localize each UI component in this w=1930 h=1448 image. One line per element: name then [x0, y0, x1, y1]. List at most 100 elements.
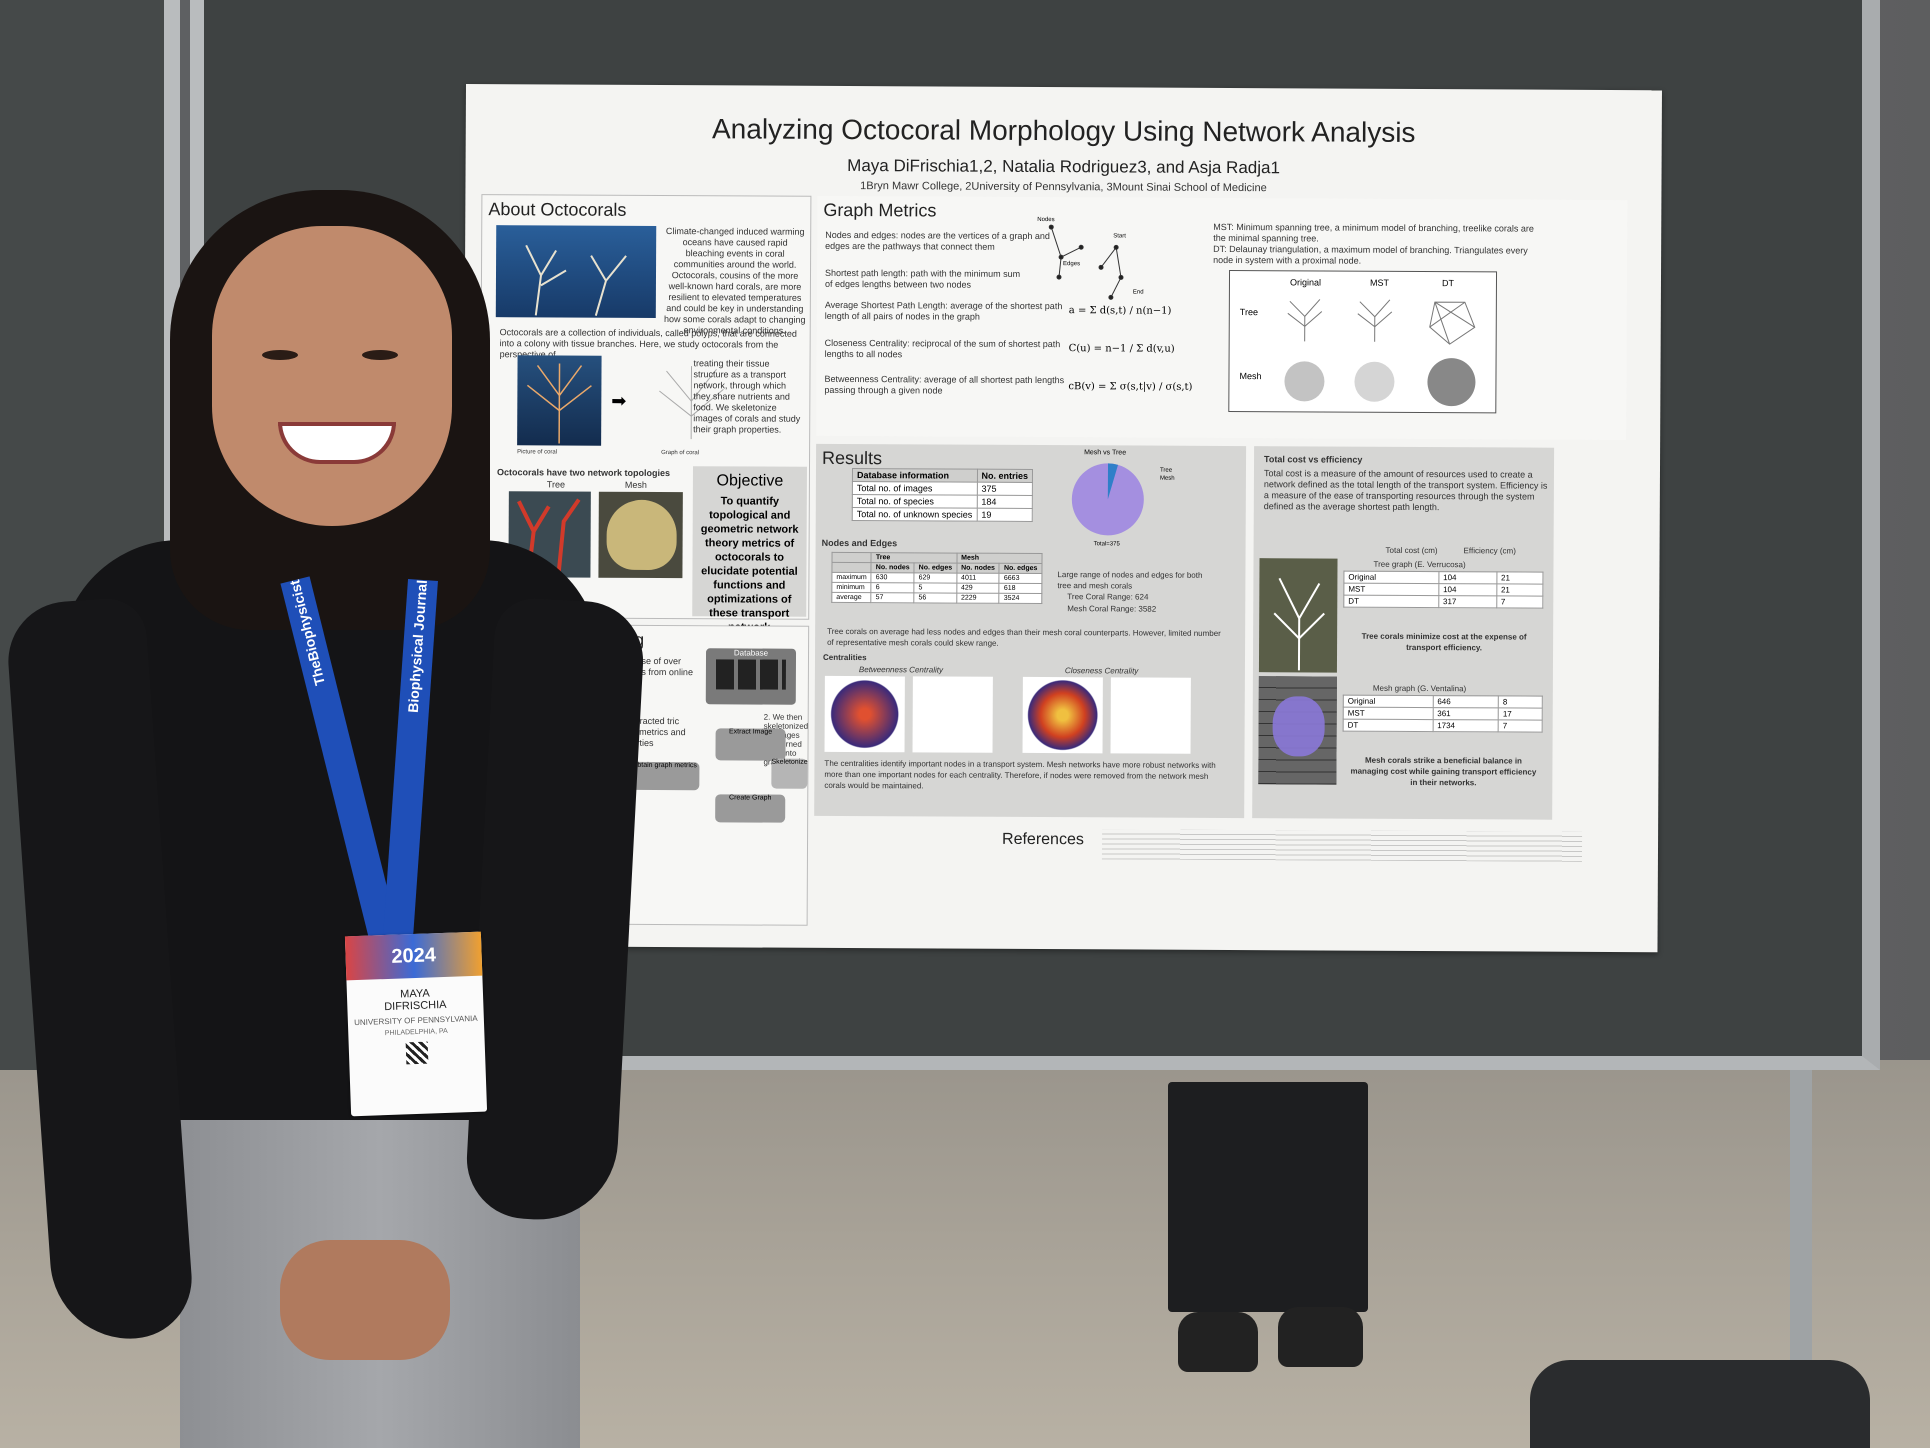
ne-cell: 5 [914, 582, 957, 594]
ne-header: No. edges [999, 563, 1042, 574]
topologies-heading: Octocorals have two network topologies [496, 467, 671, 479]
ne-header: No. edges [914, 562, 957, 574]
skeletonize-box: Skeletonize [771, 758, 808, 789]
ne-cell: 618 [999, 583, 1042, 594]
col-dt: DT [1441, 278, 1454, 289]
about-heading: About Octocorals [488, 199, 627, 220]
db-header-entries: No. entries [977, 469, 1033, 483]
tree-cost-table: Original 104 21 MST 104 21 DT 317 7 [1343, 571, 1543, 609]
presenter-face [212, 226, 452, 526]
cost-cell: 104 [1438, 571, 1497, 584]
db-row-label: Total no. of species [852, 494, 977, 509]
centralities-note: The centralities identify important node… [824, 758, 1216, 791]
cost-cell: 21 [1496, 583, 1543, 597]
nodes-edges-table: Tree Mesh No. nodes No. edges No. nodes No. … [831, 552, 1042, 604]
mesh-cost-note: Mesh corals strike a beneficial balance … [1350, 755, 1537, 788]
references-text-block [1101, 829, 1583, 862]
obtain-metrics-box: Obtain graph metrics [629, 761, 700, 791]
row-tree: Tree [1239, 307, 1259, 318]
cost-cell: 361 [1432, 707, 1499, 720]
coral-fan-icon [526, 363, 592, 444]
cost-header-total: Total cost (cm) [1385, 545, 1438, 556]
ne-cell: 429 [956, 583, 1000, 594]
left-eye [262, 350, 298, 360]
coral-branches-icon [525, 244, 627, 316]
database-box: Database [705, 648, 797, 705]
graph-metrics-panel: Graph Metrics Nodes and edges: nodes are… [816, 195, 1628, 441]
cost-efficiency-panel: Total cost vs efficiency Total cost is a… [1252, 446, 1555, 820]
tree-cost-note: Tree corals minimize cost at the expense… [1361, 631, 1527, 653]
tree-label: Tree [546, 479, 566, 490]
ne-cell: 629 [914, 572, 957, 584]
mesh-coral-photo [598, 491, 683, 579]
poster-authors: Maya DiFrischia1,2, Natalia Rodriguez3, … [847, 155, 1281, 178]
tree-coral-image [1258, 558, 1338, 673]
objective-panel: Objective To quantify topological and ge… [692, 466, 808, 634]
mesh-graph-title: Mesh graph (G. Ventalina) [1372, 683, 1467, 694]
badge-qr-code [405, 1041, 429, 1065]
pie-legend-mesh: Mesh [1159, 475, 1175, 482]
centralities-heading: Centralities [822, 652, 867, 663]
cost-cell: 7 [1496, 595, 1543, 609]
results-panel: Results Database information No. entries … [814, 443, 1247, 819]
cost-cell: 104 [1438, 583, 1497, 596]
caption-picture: Picture of coral [517, 449, 558, 456]
ne-group-tree: Tree [871, 552, 957, 564]
cost-cell: 7 [1498, 719, 1543, 733]
ne-header: No. nodes [956, 563, 1000, 574]
metric-avg-shortest-path: Average Shortest Path Length: average of… [824, 299, 1063, 322]
closeness-mesh-plot [1022, 676, 1103, 754]
presenter-hands [280, 1240, 450, 1360]
cost-cell: DT [1343, 719, 1433, 732]
db-row-label: Total no. of unknown species [852, 507, 977, 522]
coral-ocean-photo [495, 225, 657, 318]
tree-graph-title: Tree graph (E. Verrucosa) [1373, 559, 1466, 570]
about-text-1: Climate-changed induced warming oceans h… [663, 226, 806, 336]
closeness-tree-plot [1110, 677, 1191, 754]
cost-cell: 8 [1498, 695, 1543, 709]
formula-closeness: C(u) = n−1 / Σ d(v,u) [1068, 343, 1175, 355]
ne-cell: 56 [913, 592, 957, 604]
ne-cell: 6 [871, 582, 915, 593]
ne-group-mesh: Mesh [956, 553, 1042, 564]
pie-title: Mesh vs Tree [1084, 449, 1127, 457]
coral-skeleton-icon [659, 366, 724, 440]
badge-year: 2024 [344, 931, 483, 981]
db-row-value: 184 [976, 495, 1033, 509]
metric-betweenness: Betweenness Centrality: average of all s… [824, 373, 1065, 396]
cost-cell: Original [1343, 571, 1439, 584]
ne-cell: 4011 [956, 573, 1000, 584]
mesh-coral-image [1258, 676, 1337, 785]
smile [278, 422, 396, 464]
person-behind-board [1168, 1082, 1368, 1382]
pie-legend-tree: Tree [1159, 467, 1173, 474]
cost-cell: 21 [1496, 571, 1543, 585]
cost-header-efficiency: Efficiency (cm) [1463, 546, 1516, 556]
mesh-label: Mesh [624, 479, 647, 490]
range-text: Large range of nodes and edges for both … [1057, 570, 1203, 591]
cost-cell: Original [1343, 695, 1433, 708]
ne-cell: 3524 [999, 593, 1042, 604]
closeness-label: Closeness Centrality [1064, 666, 1139, 676]
nodes-edges-heading: Nodes and Edges [821, 537, 898, 549]
betweenness-label: Betweenness Centrality [858, 665, 944, 675]
board-leg [1790, 1070, 1812, 1448]
ne-cell: maximum [831, 572, 872, 583]
db-row-label: Total no. of images [852, 481, 978, 496]
badge-city: PHILADELPHIA, PA [384, 1027, 448, 1038]
dt-definition: DT: Delaunay triangulation, a maximum mo… [1213, 243, 1528, 266]
white-branch-icon [1273, 577, 1325, 671]
ne-cell: minimum [831, 582, 872, 593]
extract-image-box: Extract Image [715, 728, 786, 761]
caption-graph: Graph of coral [661, 450, 700, 457]
cost-cell: 1734 [1432, 719, 1499, 732]
metric-closeness: Closeness Centrality: reciprocal of the … [824, 337, 1061, 360]
mesh-range: Mesh Coral Range: 3582 [1067, 604, 1157, 614]
col-mst: MST [1369, 277, 1389, 288]
cost-cell: 646 [1432, 695, 1499, 708]
create-graph-box: Create Graph [715, 794, 786, 823]
example-graph-icon [1048, 224, 1124, 300]
betweenness-tree-plot [912, 676, 993, 753]
right-eye [362, 350, 398, 360]
model-thumbnails [1284, 299, 1476, 407]
